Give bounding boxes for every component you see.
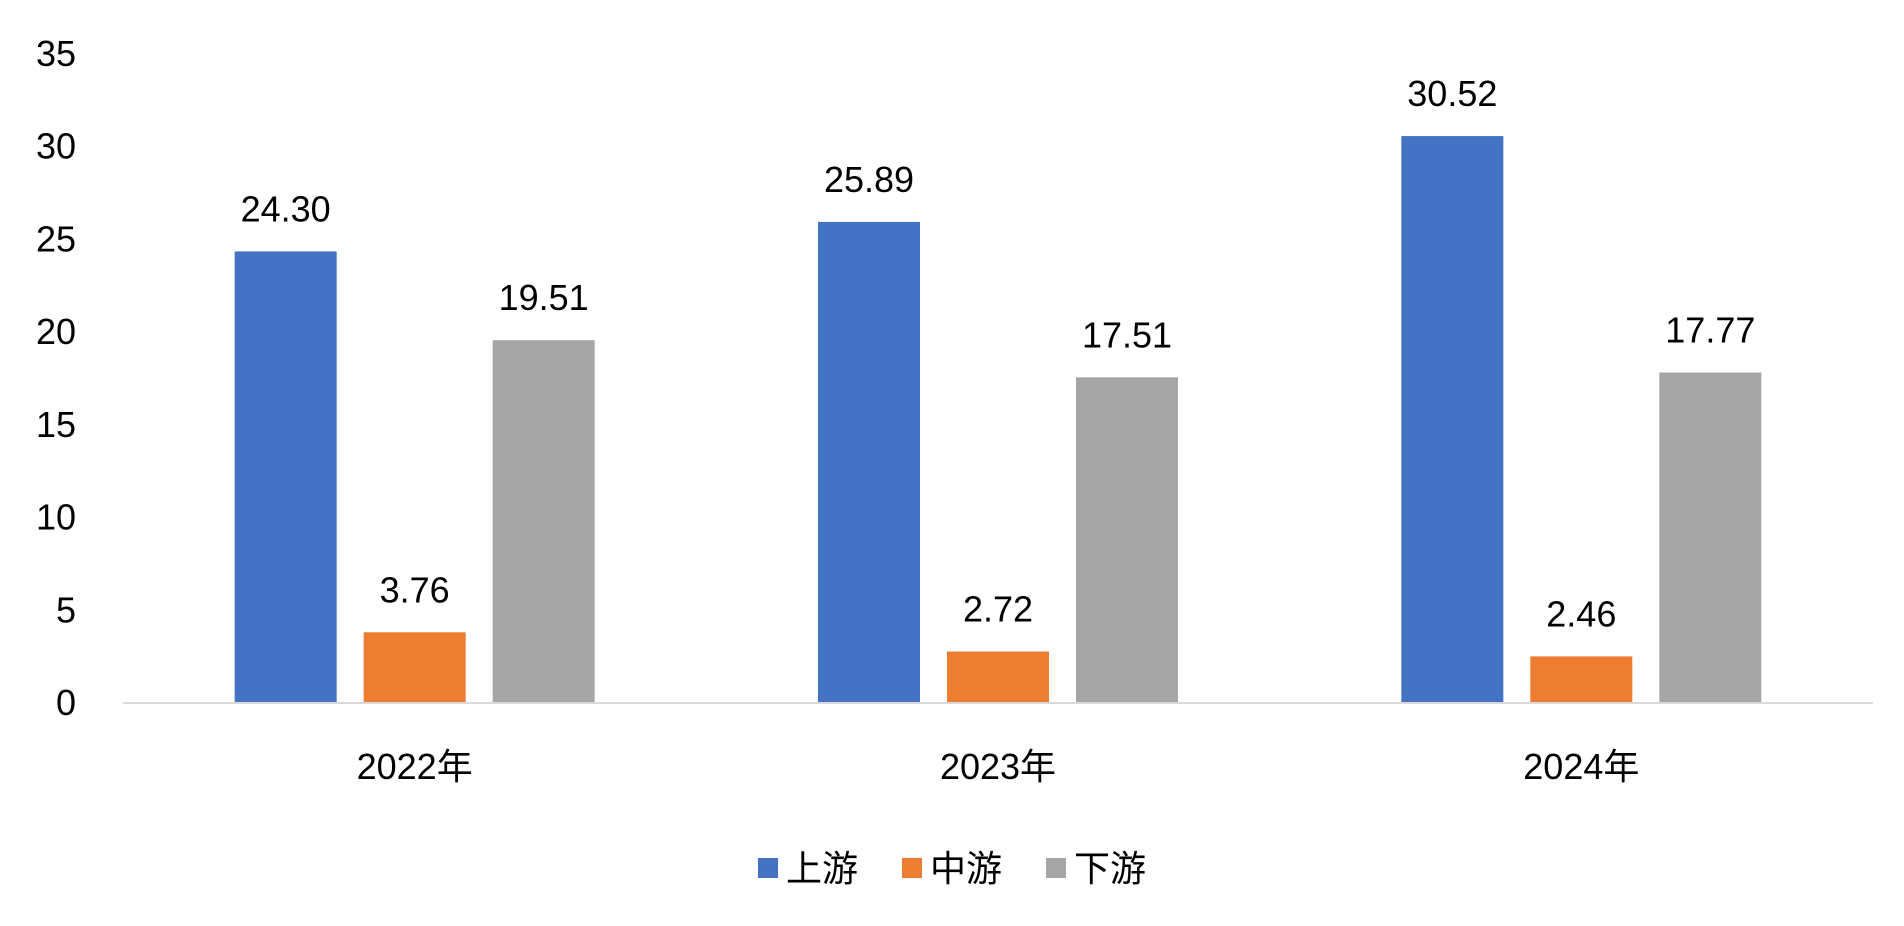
data-label: 17.51 [1082,314,1172,355]
data-label: 2.46 [1546,593,1616,634]
data-label: 2.72 [963,589,1033,630]
bar-1-2 [363,632,466,702]
data-label: 3.76 [380,569,450,610]
bar-2-3 [1076,377,1178,702]
x-tick-label: 2023年 [940,746,1056,787]
y-tick-label: 30 [36,126,76,167]
legend-swatch [902,858,922,878]
data-label: 24.30 [241,188,331,229]
legend-label: 上游 [786,848,858,889]
y-tick-label: 25 [36,218,76,259]
bar-1-1 [234,251,337,702]
data-label: 25.89 [824,159,914,200]
y-tick-label: 5 [56,589,76,630]
legend-swatch [1046,858,1066,878]
x-tick-label: 2024年 [1523,746,1639,787]
bar-2-1 [818,221,920,703]
data-label: 19.51 [499,277,589,318]
y-tick-label: 35 [36,33,76,74]
bar-3-2 [1530,656,1633,702]
y-tick-label: 20 [36,311,76,352]
bar-3-1 [1401,136,1504,702]
legend-label: 中游 [930,848,1002,889]
data-label: 17.77 [1665,309,1755,350]
bar-1-3 [492,340,595,702]
x-tick-label: 2022年 [357,746,473,787]
data-label: 30.52 [1407,73,1497,114]
legend-swatch [758,858,778,878]
bar-2-2 [947,651,1049,702]
legend-label: 下游 [1074,848,1146,889]
y-tick-label: 15 [36,404,76,445]
bar-3-3 [1659,372,1762,702]
y-tick-label: 0 [56,682,76,723]
y-tick-label: 10 [36,497,76,538]
